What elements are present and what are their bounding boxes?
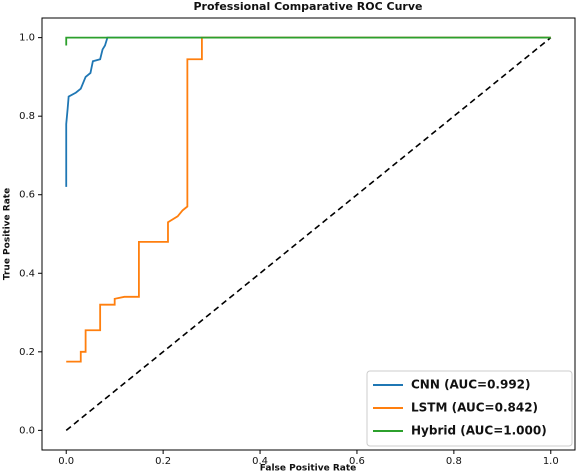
x-tick-label: 0.0	[58, 456, 74, 467]
roc-line	[66, 36, 551, 363]
x-tick-label: 0.6	[349, 456, 365, 467]
y-tick-label: 0.4	[19, 268, 35, 279]
x-tick-label: 0.2	[155, 456, 171, 467]
x-tick-label: 0.4	[252, 456, 268, 467]
roc-line	[65, 36, 551, 46]
y-tick-label: 0.8	[19, 111, 35, 122]
legend-box	[366, 370, 573, 447]
y-tick-label: 1.0	[19, 33, 35, 44]
plot-frame	[41, 17, 576, 451]
x-axis-label: False Positive Rate	[260, 464, 357, 474]
x-tick-label: 0.8	[446, 456, 462, 467]
reference-line	[65, 37, 552, 431]
chart-title: Professional Comparative ROC Curve	[194, 0, 423, 13]
x-tick-label: 1.0	[543, 456, 559, 467]
y-tick-label: 0.2	[19, 347, 35, 358]
y-tick-label: 0.6	[19, 190, 35, 201]
legend-label: Hybrid (AUC=1.000)	[411, 424, 547, 438]
legend-label: LSTM (AUC=0.842)	[411, 401, 538, 415]
legend-label: CNN (AUC=0.992)	[411, 378, 531, 392]
y-axis-label: True Positive Rate	[3, 188, 13, 280]
y-tick-label: 0.0	[19, 425, 35, 436]
roc-line	[65, 36, 551, 187]
